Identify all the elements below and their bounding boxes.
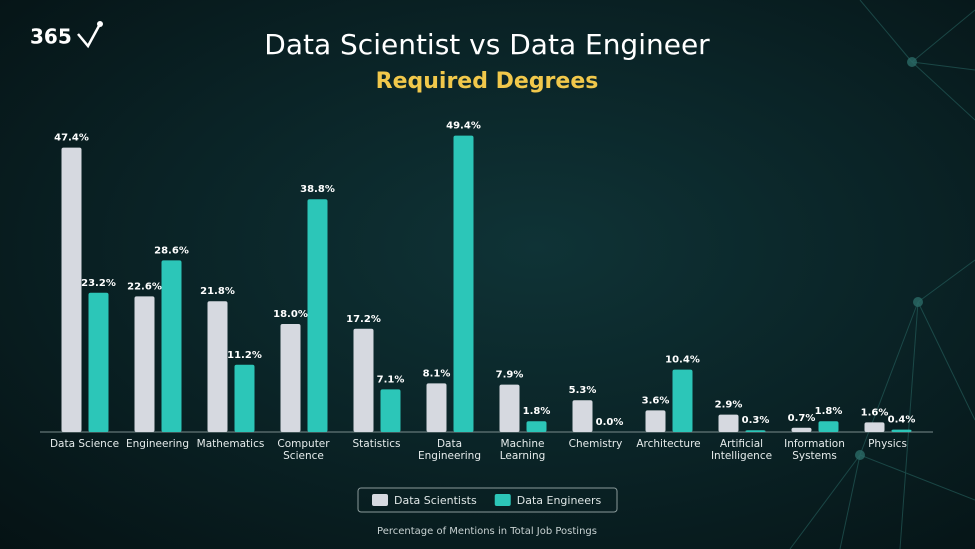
- x-tick-label: Information Systems: [784, 438, 845, 462]
- bar: [499, 384, 520, 432]
- bar: [672, 369, 693, 432]
- bar: [864, 422, 885, 432]
- value-label: 21.8%: [200, 286, 235, 297]
- bar: [307, 199, 328, 432]
- x-tick-label: Mathematics: [196, 438, 265, 450]
- x-tick-label: Data Engineering: [418, 438, 481, 462]
- value-label: 7.9%: [496, 370, 524, 381]
- x-tick-label: Chemistry: [568, 438, 623, 450]
- bar: [572, 400, 593, 432]
- legend-swatch: [494, 494, 511, 506]
- x-tick-label: Data Science: [49, 438, 120, 450]
- value-label: 0.7%: [788, 413, 816, 424]
- value-label: 1.6%: [861, 407, 889, 418]
- value-label: 23.2%: [81, 278, 116, 289]
- bar: [207, 301, 228, 432]
- bar: [426, 383, 447, 432]
- value-label: 7.1%: [377, 374, 405, 385]
- logo-dot: [97, 21, 103, 27]
- value-label: 17.2%: [346, 314, 381, 325]
- x-tick-label: Machine Learning: [499, 438, 546, 462]
- value-label: 3.6%: [642, 395, 670, 406]
- x-tick-label: Artificial Intelligence: [710, 438, 773, 462]
- value-label: 1.8%: [523, 406, 551, 417]
- bar: [526, 421, 547, 432]
- value-label: 47.4%: [54, 133, 89, 144]
- bar: [718, 414, 739, 432]
- value-label: 38.8%: [300, 184, 335, 195]
- value-label: 22.6%: [127, 281, 162, 292]
- bar: [891, 429, 912, 432]
- bar: [353, 328, 374, 432]
- value-label: 8.1%: [423, 368, 451, 379]
- value-label: 11.2%: [227, 350, 262, 361]
- bar: [745, 430, 766, 432]
- chart-subtitle: Required Degrees: [376, 69, 599, 94]
- value-label: 49.4%: [446, 121, 481, 132]
- value-label: 0.4%: [888, 415, 916, 426]
- bar: [791, 427, 812, 432]
- value-label: 2.9%: [715, 400, 743, 411]
- value-label: 1.8%: [815, 406, 843, 417]
- network-decoration: [789, 0, 975, 549]
- bar: [61, 147, 82, 432]
- x-tick-label: Statistics: [352, 438, 401, 450]
- value-label: 0.3%: [742, 415, 770, 426]
- bar: [234, 364, 255, 432]
- network-nodes: [855, 57, 923, 460]
- bar: [134, 296, 155, 432]
- legend-label: Data Engineers: [517, 494, 602, 507]
- legend-swatch: [372, 494, 388, 506]
- bar: [88, 292, 109, 432]
- value-label: 28.6%: [154, 245, 189, 256]
- value-label: 18.0%: [273, 309, 308, 320]
- bar: [645, 410, 666, 432]
- logo-mark: [77, 23, 102, 49]
- value-label: 10.4%: [665, 355, 700, 366]
- x-axis-title: Percentage of Mentions in Total Job Post…: [377, 526, 597, 537]
- bar: [161, 260, 182, 432]
- legend-box: [357, 487, 618, 513]
- bar: [818, 421, 839, 432]
- x-tick-label: Architecture: [636, 438, 701, 450]
- x-tick-label: Computer Science: [277, 438, 330, 462]
- value-label: 5.3%: [569, 385, 597, 396]
- logo: 365: [30, 25, 72, 49]
- bar: [453, 135, 474, 432]
- legend-label: Data Scientists: [394, 494, 477, 507]
- value-label: 0.0%: [596, 417, 624, 428]
- x-tick-label: Engineering: [126, 438, 189, 450]
- x-tick-label: Physics: [868, 438, 907, 450]
- chart-title: Data Scientist vs Data Engineer: [264, 28, 710, 61]
- bar: [380, 389, 401, 432]
- bar: [280, 324, 301, 432]
